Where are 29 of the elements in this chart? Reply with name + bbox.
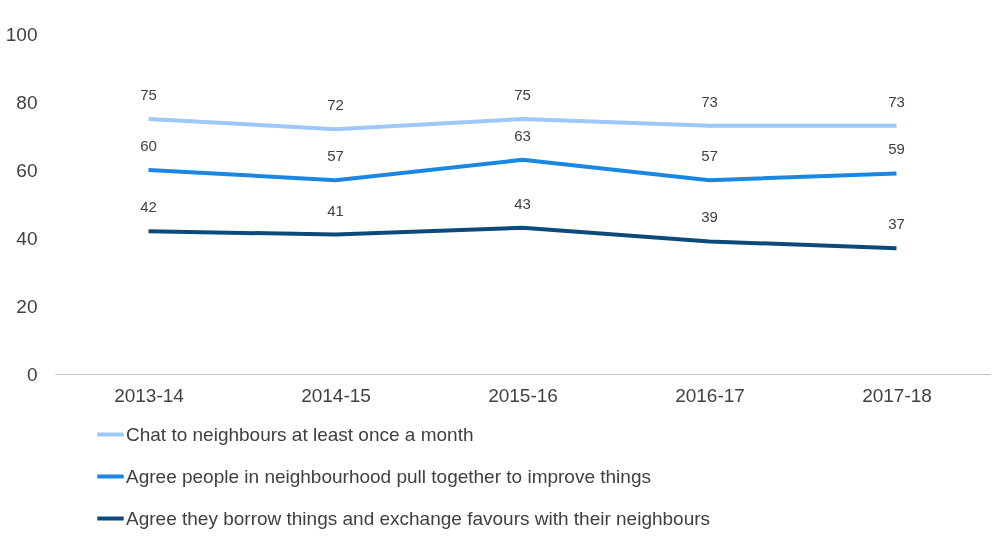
legend-label: Agree people in neighbourhood pull together to improve things	[126, 465, 651, 487]
x-tick-label: 2016-17	[675, 384, 745, 406]
y-tick-label: 0	[26, 363, 38, 385]
x-tick-label: 2015-16	[488, 384, 558, 406]
data-label: 75	[140, 86, 157, 103]
data-label: 41	[327, 201, 344, 219]
y-tick-label: 80	[16, 91, 38, 113]
data-label: 75	[514, 86, 531, 103]
data-label: 59	[888, 140, 905, 158]
data-label: 57	[701, 147, 718, 165]
data-label: 57	[327, 147, 344, 165]
data-label: 60	[140, 137, 157, 154]
x-tick-label: 2017-18	[862, 384, 932, 406]
data-label: 37	[888, 215, 905, 233]
y-tick-label: 20	[16, 295, 38, 317]
data-label: 73	[888, 92, 905, 110]
data-label: 63	[514, 126, 531, 144]
data-label: 72	[327, 96, 344, 114]
legend-label: Chat to neighbours at least once a month	[126, 423, 474, 445]
data-label: 39	[701, 208, 718, 226]
x-tick-label: 2014-15	[301, 384, 371, 406]
y-tick-label: 60	[16, 159, 38, 181]
data-label: 43	[514, 194, 531, 212]
legend-label: Agree they borrow things and exchange favours with their neighbours	[126, 507, 711, 529]
y-tick-label: 40	[16, 227, 38, 249]
y-tick-label: 100	[5, 23, 38, 45]
x-tick-label: 2013-14	[114, 384, 185, 406]
data-label: 73	[701, 92, 718, 110]
data-label: 42	[140, 198, 157, 216]
